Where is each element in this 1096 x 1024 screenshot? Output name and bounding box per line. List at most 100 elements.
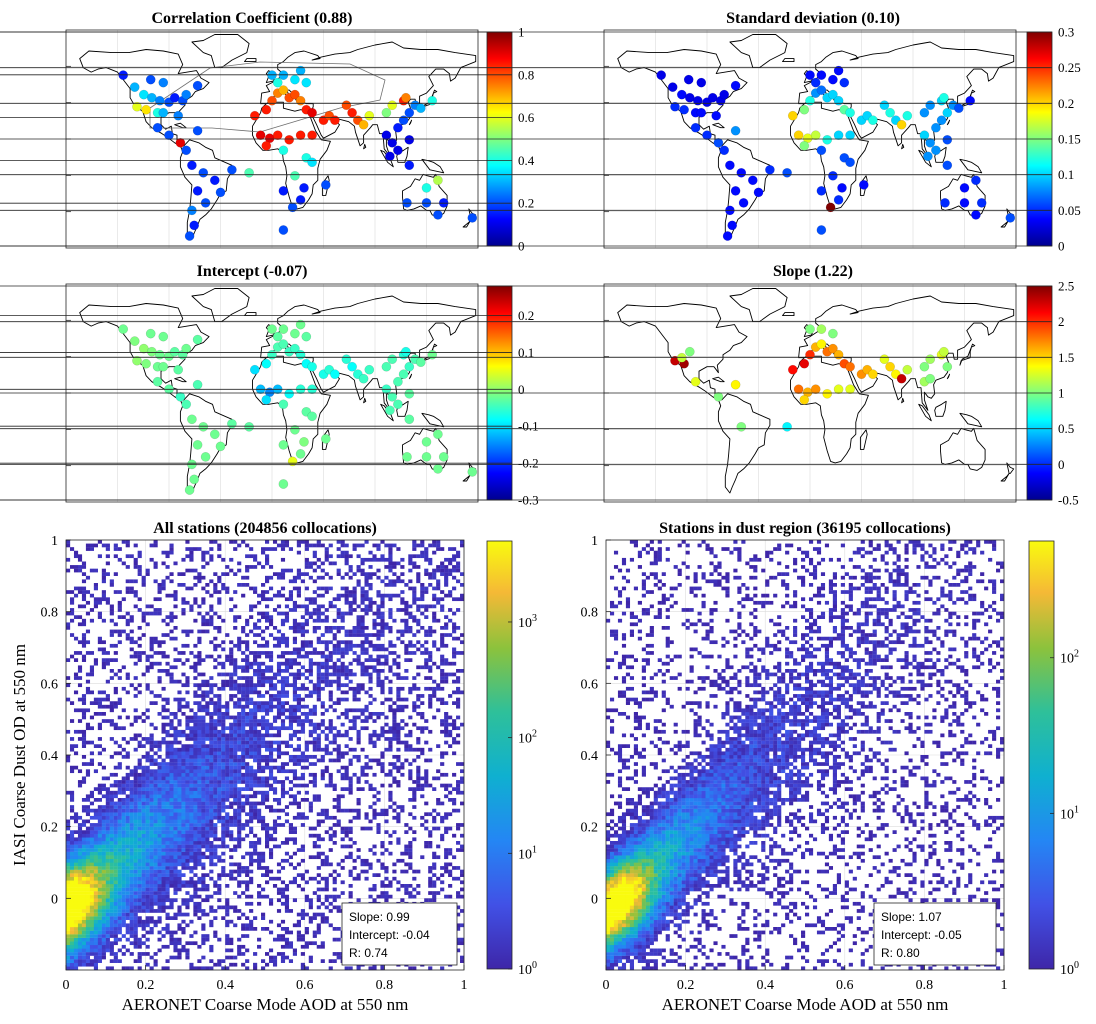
- density-cell: [312, 912, 317, 917]
- density-cell: [201, 790, 206, 795]
- density-cell: [348, 686, 353, 691]
- density-cell: [292, 815, 297, 820]
- density-cell: [257, 722, 262, 727]
- density-cell: [105, 658, 110, 662]
- density-cell: [213, 726, 218, 731]
- density-cell: [85, 844, 91, 849]
- density-cell: [284, 851, 290, 856]
- density-cell: [77, 941, 83, 946]
- density-cell: [185, 955, 190, 960]
- density-cell: [93, 959, 98, 963]
- density-cell: [109, 790, 114, 795]
- density-cell: [324, 640, 329, 645]
- density-cell: [288, 579, 294, 584]
- density-cell: [233, 815, 238, 820]
- station-marker: [421, 183, 432, 193]
- density-cell: [89, 866, 95, 870]
- station-marker: [244, 167, 254, 178]
- density-cell: [161, 944, 166, 949]
- density-cell: [81, 701, 87, 705]
- station-marker: [725, 160, 735, 171]
- density-cell: [229, 794, 234, 799]
- density-cell: [117, 869, 122, 874]
- density-cell: [352, 876, 357, 881]
- density-cell: [141, 633, 146, 637]
- density-cell: [189, 557, 194, 562]
- density-cell: [157, 905, 162, 910]
- density-cell: [185, 805, 190, 809]
- density-cell: [328, 848, 333, 852]
- density-cell: [81, 891, 87, 895]
- density-cell: [101, 830, 106, 834]
- density-cell: [296, 719, 301, 723]
- density-cell: [81, 729, 87, 734]
- density-cell: [356, 808, 361, 813]
- density-cell: [241, 780, 246, 784]
- density-cell: [149, 801, 154, 806]
- density-cell: [213, 776, 218, 781]
- density-cell: [181, 790, 186, 795]
- density-cell: [324, 894, 329, 899]
- density-cell: [245, 866, 250, 870]
- density-cell: [276, 672, 282, 677]
- density-cell: [89, 762, 95, 766]
- density-cell: [320, 712, 325, 716]
- density-cell: [348, 851, 353, 856]
- density-cell: [125, 898, 130, 903]
- density-cell: [261, 683, 266, 688]
- density-cell: [165, 966, 170, 971]
- density-cell: [253, 704, 258, 709]
- density-cell: [85, 837, 91, 842]
- density-cell: [249, 801, 254, 806]
- density-cell: [97, 876, 102, 881]
- density-cell: [320, 679, 325, 684]
- density-cell: [141, 934, 146, 938]
- density-cell: [185, 690, 190, 695]
- density-cell: [312, 608, 317, 612]
- density-cell: [332, 672, 337, 677]
- density-cell: [181, 808, 186, 813]
- density-cell: [217, 697, 222, 702]
- density-cell: [280, 787, 286, 791]
- density-cell: [245, 733, 250, 738]
- density-cell: [205, 780, 210, 784]
- density-cell: [125, 622, 130, 627]
- density-cell: [284, 679, 290, 684]
- density-cell: [177, 844, 182, 849]
- density-cell: [253, 658, 258, 662]
- density-cell: [113, 891, 118, 895]
- density-cell: [312, 855, 317, 860]
- density-cell: [300, 962, 305, 967]
- coastline: [363, 397, 367, 404]
- density-cell: [89, 701, 95, 705]
- density-cell: [257, 747, 262, 752]
- density-cell: [153, 776, 158, 781]
- density-cell: [121, 737, 126, 741]
- density-cell: [137, 808, 142, 813]
- density-cell: [77, 848, 83, 852]
- density-cell: [261, 823, 266, 827]
- density-cell: [117, 855, 122, 860]
- density-cell: [197, 916, 202, 920]
- density-cell: [117, 833, 122, 838]
- density-cell: [237, 830, 242, 834]
- density-cell: [73, 869, 79, 874]
- density-cell: [133, 733, 138, 738]
- density-cell: [141, 826, 146, 831]
- density-cell: [201, 575, 206, 580]
- density-cell: [197, 708, 202, 713]
- coastline: [79, 49, 210, 147]
- density-cell: [66, 543, 71, 548]
- density-cell: [312, 651, 317, 655]
- density-cell: [292, 747, 297, 752]
- density-cell: [69, 891, 75, 895]
- density-cell: [137, 891, 142, 895]
- coastline: [617, 49, 748, 147]
- density-cell: [125, 869, 130, 874]
- density-cell: [336, 697, 341, 702]
- coastline: [940, 427, 986, 471]
- density-cell: [89, 858, 95, 863]
- density-cell: [177, 876, 182, 881]
- station-marker: [387, 391, 398, 402]
- density-cell: [344, 572, 349, 576]
